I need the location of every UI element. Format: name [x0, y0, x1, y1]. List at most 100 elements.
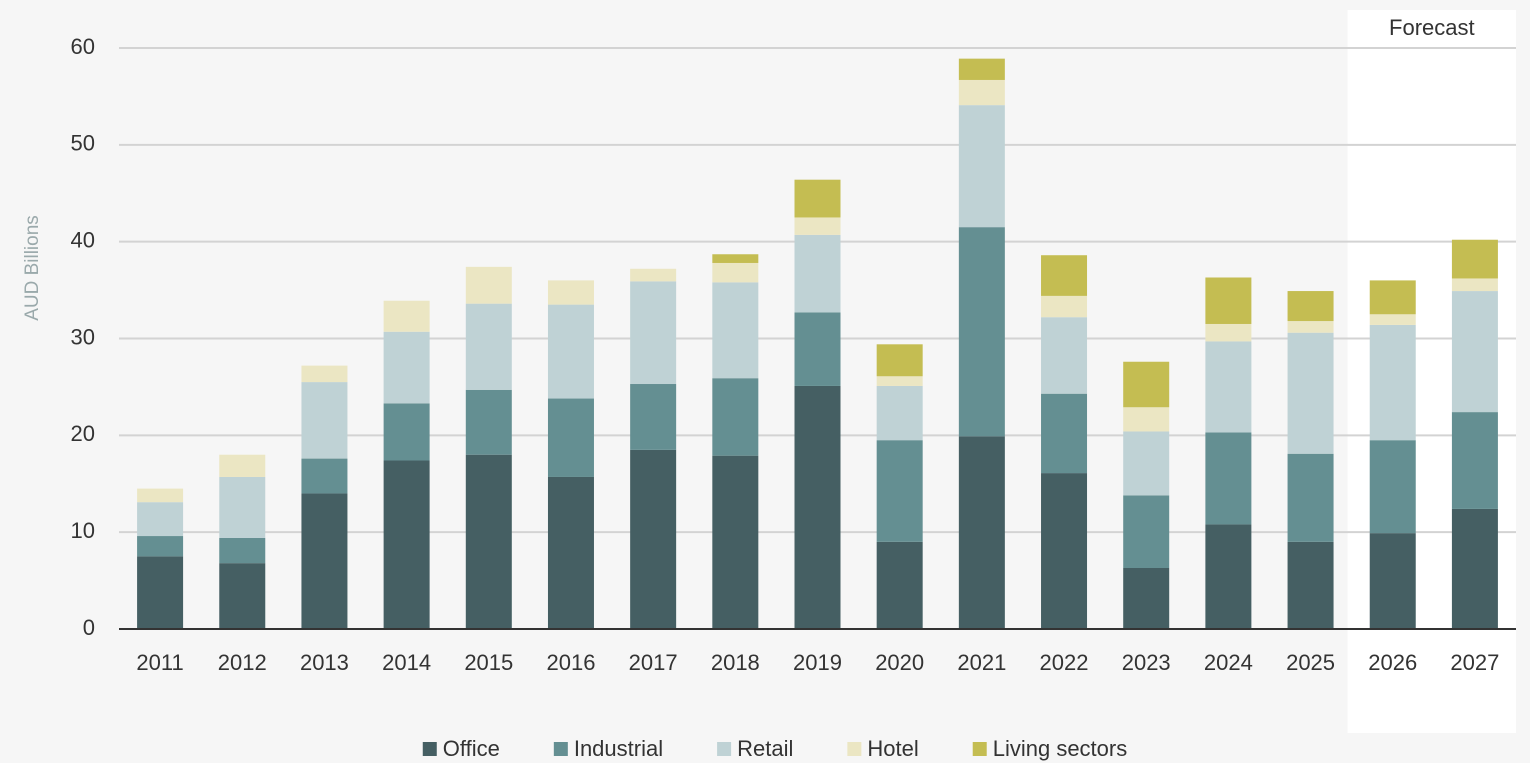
bar-segment: [630, 449, 677, 629]
bar-segment: [794, 385, 841, 629]
y-axis-label: AUD Billions: [22, 215, 43, 321]
legend-label: Retail: [737, 736, 793, 761]
bar-segment: [1041, 295, 1088, 318]
bar-segment: [465, 454, 512, 629]
x-tick-label: 2022: [1040, 650, 1089, 675]
bar-segment: [1287, 332, 1334, 454]
x-tick-label: 2013: [300, 650, 349, 675]
bar-segment: [1287, 291, 1334, 322]
x-tick-label: 2023: [1122, 650, 1171, 675]
bar-segment: [630, 384, 677, 450]
legend-label: Hotel: [867, 736, 918, 761]
bar-segment: [137, 488, 184, 503]
bar-segment: [301, 458, 348, 494]
legend-swatch: [972, 742, 987, 756]
bar-segment: [1123, 361, 1170, 408]
bar-segment: [712, 282, 759, 379]
bar-segment: [876, 344, 923, 377]
x-tick-label: 2017: [629, 650, 678, 675]
bar-segment: [958, 436, 1005, 629]
bar-segment: [712, 262, 759, 283]
y-tick-label: 10: [71, 518, 95, 543]
bar-segment: [1451, 291, 1498, 413]
bar-segment: [1287, 541, 1334, 629]
legend-swatch: [717, 742, 732, 756]
bar-segment: [712, 455, 759, 629]
y-tick-label: 20: [71, 421, 95, 446]
bar-segment: [547, 476, 594, 629]
bar-segment: [301, 365, 348, 383]
bar-segment: [876, 541, 923, 629]
bar-segment: [958, 79, 1005, 106]
bar-segment: [1041, 317, 1088, 394]
forecast-label: Forecast: [1389, 15, 1475, 40]
bar-segment: [1041, 393, 1088, 474]
x-tick-label: 2012: [218, 650, 267, 675]
bar-segment: [794, 234, 841, 313]
bar-segment: [1451, 239, 1498, 279]
bar-segment: [712, 378, 759, 456]
legend-label: Office: [443, 736, 500, 761]
bar-segment: [301, 382, 348, 459]
bar-segment: [876, 385, 923, 441]
bar-segment: [547, 398, 594, 477]
bar-segment: [1451, 278, 1498, 292]
x-tick-label: 2019: [793, 650, 842, 675]
bar-segment: [1205, 341, 1252, 433]
x-tick-label: 2015: [464, 650, 513, 675]
y-tick-label: 50: [71, 131, 95, 156]
legend-swatch: [422, 742, 437, 756]
bar-segment: [219, 537, 266, 564]
bar-segment: [1123, 407, 1170, 432]
x-tick-label: 2027: [1450, 650, 1499, 675]
bar-segment: [794, 312, 841, 386]
bar-segment: [712, 254, 759, 263]
bar-segment: [1123, 495, 1170, 568]
bar-segment: [383, 460, 430, 629]
bar-segment: [1451, 412, 1498, 509]
bar-segment: [1041, 255, 1088, 296]
bar-segment: [1287, 321, 1334, 333]
legend-swatch: [553, 742, 568, 756]
legend-label: Industrial: [574, 736, 663, 761]
bar-segment: [876, 440, 923, 542]
bar-segment: [137, 556, 184, 629]
bar-segment: [465, 389, 512, 455]
bar-segment: [1205, 277, 1252, 324]
bar-segment: [547, 280, 594, 305]
bar-segment: [794, 179, 841, 218]
y-tick-label: 30: [71, 324, 95, 349]
bar-segment: [383, 331, 430, 404]
bar-segment: [1369, 314, 1416, 325]
bar-segment: [137, 502, 184, 537]
bar-segment: [219, 476, 266, 538]
bar-segment: [630, 281, 677, 385]
bar-segment: [630, 268, 677, 282]
bar-segment: [1205, 432, 1252, 525]
bar-segment: [958, 227, 1005, 437]
bar-segment: [1451, 508, 1498, 629]
x-tick-label: 2011: [136, 650, 183, 675]
bar-segment: [1369, 533, 1416, 629]
x-tick-label: 2021: [957, 650, 1006, 675]
x-tick-label: 2018: [711, 650, 760, 675]
bar-segment: [958, 58, 1005, 80]
y-tick-label: 0: [83, 615, 95, 640]
x-tick-label: 2025: [1286, 650, 1335, 675]
bar-segment: [383, 300, 430, 332]
bar-segment: [1287, 453, 1334, 542]
bar-segment: [383, 403, 430, 461]
legend-swatch: [847, 742, 862, 756]
bar-segment: [1369, 280, 1416, 315]
bar-segment: [137, 536, 184, 557]
bar-segment: [465, 266, 512, 304]
bar-segment: [958, 105, 1005, 228]
bar-segment: [1205, 323, 1252, 342]
bar-segment: [219, 563, 266, 629]
y-tick-label: 60: [71, 34, 95, 59]
x-tick-label: 2014: [382, 650, 431, 675]
bar-segment: [1205, 524, 1252, 629]
x-tick-label: 2020: [875, 650, 924, 675]
bar-segment: [465, 303, 512, 390]
